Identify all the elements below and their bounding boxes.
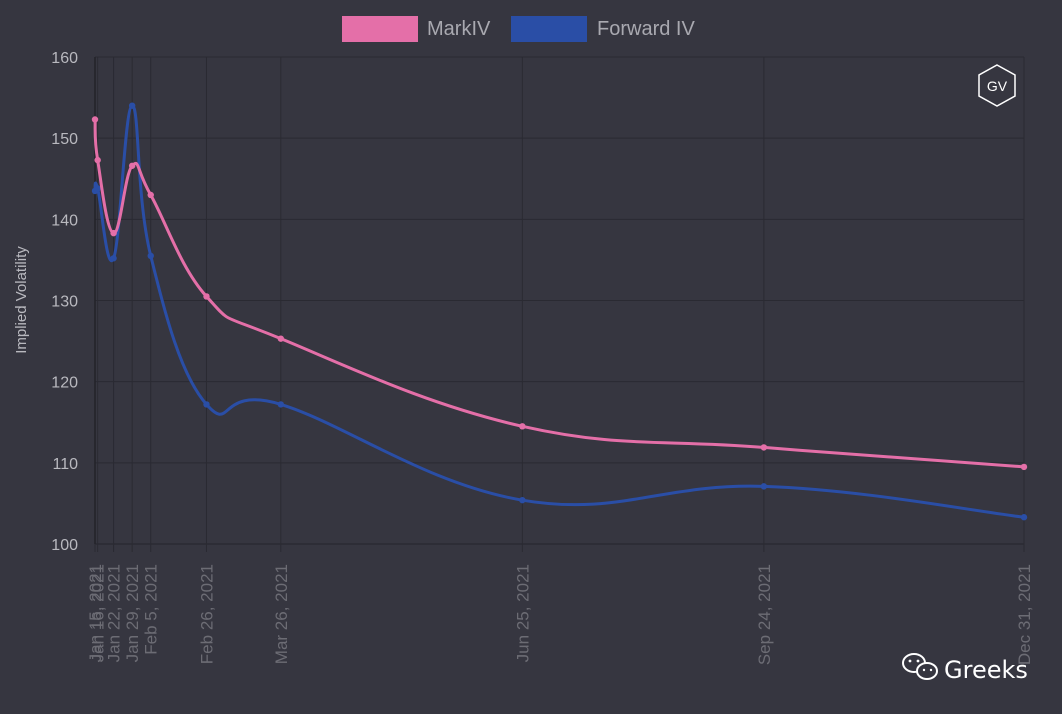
y-tick-label: 150	[51, 131, 78, 148]
series-line-markiv	[93, 117, 1026, 469]
x-tick-label: Jan 22, 2021	[105, 564, 124, 662]
data-point-forward-iv[interactable]	[277, 401, 284, 408]
data-point-markiv[interactable]	[94, 156, 101, 164]
gv-badge-text: GV	[987, 78, 1008, 94]
x-tick-label: Feb 5, 2021	[142, 564, 161, 655]
data-point-forward-iv[interactable]	[94, 185, 101, 192]
data-point-forward-iv[interactable]	[760, 483, 768, 490]
legend-item-markiv[interactable]: MarkIV	[342, 16, 491, 42]
x-tick-label: Jan 16, 2021	[89, 564, 108, 662]
hexagon-icon	[978, 64, 1016, 107]
legend-label: Forward IV	[597, 18, 695, 40]
gv-badge: GV	[978, 64, 1016, 107]
data-point-forward-iv[interactable]	[1020, 514, 1028, 521]
grid-layer	[94, 56, 1025, 552]
data-point-markiv[interactable]	[147, 191, 154, 199]
watermark-text: Greeks	[944, 656, 1028, 684]
data-point-forward-iv[interactable]	[519, 496, 526, 504]
data-point-markiv[interactable]	[203, 293, 210, 300]
y-tick-label: 140	[51, 212, 78, 229]
watermark: Greeks	[902, 653, 1028, 684]
data-point-markiv[interactable]	[110, 229, 117, 237]
data-point-markiv[interactable]	[760, 444, 768, 451]
y-axis-label: Implied Volatility	[13, 246, 30, 354]
series-layer	[91, 102, 1028, 521]
legend-item-forward-iv[interactable]: Forward IV	[511, 16, 695, 42]
x-tick-label: Jun 25, 2021	[513, 564, 532, 662]
x-tick-label: Feb 26, 2021	[197, 564, 216, 664]
x-tick-label: Jan 15, 2021	[86, 564, 105, 662]
x-tick-label: Sep 24, 2021	[755, 564, 774, 665]
legend-swatch	[342, 16, 418, 42]
data-point-forward-iv[interactable]	[147, 252, 154, 260]
legend-label: MarkIV	[427, 18, 491, 40]
data-point-markiv[interactable]	[519, 423, 526, 430]
legend-swatch	[511, 16, 587, 42]
data-point-forward-iv[interactable]	[128, 102, 136, 109]
data-point-forward-iv[interactable]	[203, 401, 210, 408]
data-point-markiv[interactable]	[91, 116, 99, 123]
y-tick-label: 160	[51, 50, 78, 67]
y-tick-label: 120	[51, 375, 78, 392]
x-tick-label: Mar 26, 2021	[272, 564, 291, 664]
data-point-forward-iv[interactable]	[110, 255, 117, 262]
y-tick-label: 110	[52, 456, 78, 473]
wechat-icon	[902, 653, 938, 680]
y-tick-label: 130	[51, 294, 78, 311]
data-point-markiv[interactable]	[277, 335, 284, 342]
data-point-markiv[interactable]	[1020, 463, 1028, 471]
legend[interactable]: MarkIV Forward IV	[342, 16, 695, 42]
x-tick-label: Dec 31, 2021	[1015, 564, 1034, 665]
data-point-markiv[interactable]	[128, 162, 136, 169]
x-tick-label: Jan 29, 2021	[123, 564, 142, 662]
y-tick-label: 100	[51, 537, 78, 554]
